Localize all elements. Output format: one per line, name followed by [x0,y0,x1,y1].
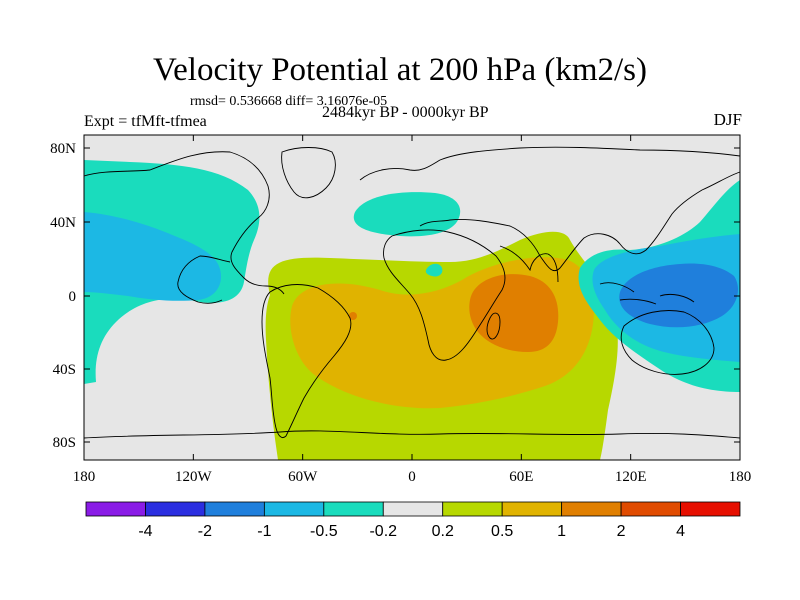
axes: 180 120W 60W 0 60E 120E 180 80N 40N 0 40S 80S [50,135,751,485]
positive-spot [349,312,357,320]
coastlines [83,146,741,439]
coast-australia [620,310,715,375]
lat-label: 40S [53,362,76,378]
experiment-label: Expt = tfMft-tfmea [84,113,207,130]
colorbar-swatch [501,501,563,517]
lat-label: 0 [69,289,77,305]
colorbar-label: 2 [617,523,626,540]
negative-region-africa [425,263,443,277]
colorbar-label: 4 [676,523,685,540]
coast-greenland [281,147,336,199]
negative-region-north-atlantic [353,192,461,237]
lon-label: 0 [408,469,416,485]
lat-label: 80N [50,141,76,157]
positive-region-high [469,274,559,352]
colorbar-swatch [323,501,384,517]
lon-label: 180 [73,469,96,485]
colorbar-label: -0.5 [310,523,338,540]
coast-arabia-india [499,245,559,283]
season-label: DJF [713,110,742,129]
coast-south-america [261,284,352,439]
colorbar-swatch [680,501,741,517]
colorbar-swatch [561,501,622,517]
colorbar-label: -0.2 [369,523,397,540]
coast-madagascar [486,312,501,340]
colorbar: -4 -2 -1 -0.5 -0.2 0.2 0.5 1 2 4 [85,501,741,540]
coast-antarctica [83,430,741,439]
colorbar-swatch [620,501,681,517]
colorbar-label: -4 [138,523,152,540]
stats-line: rmsd= 0.536668 diff= 3.16076e-05 [190,94,388,109]
coast-indonesia [599,282,695,305]
colorbar-swatch [85,501,146,517]
coast-north-america [83,151,285,304]
field-layer [84,135,740,460]
lon-label: 120E [615,469,647,485]
colorbar-swatch [145,501,206,517]
colorbar-label: 1 [557,523,566,540]
lat-label: 40N [50,215,76,231]
colorbar-label: -1 [257,523,271,540]
colorbar-label: 0.5 [491,523,513,540]
colorbar-swatch [382,501,444,517]
lat-label: 80S [53,435,76,451]
lon-label: 180 [729,469,752,485]
lon-label: 60W [288,469,318,485]
negative-mid-west [84,212,222,301]
colorbar-label: -2 [198,523,212,540]
coast-eurasia [359,146,741,272]
colorbar-label: 0.2 [432,523,454,540]
period-label: 2484kyr BP - 0000kyr BP [322,104,489,121]
lon-label: 60E [509,469,533,485]
colorbar-swatch [442,501,503,517]
figure-title: Velocity Potential at 200 hPa (km2/s) [152,52,648,88]
coast-africa [383,229,506,361]
colorbar-swatch [204,501,265,517]
colorbar-swatch [263,501,325,517]
lon-label: 120W [175,469,213,485]
